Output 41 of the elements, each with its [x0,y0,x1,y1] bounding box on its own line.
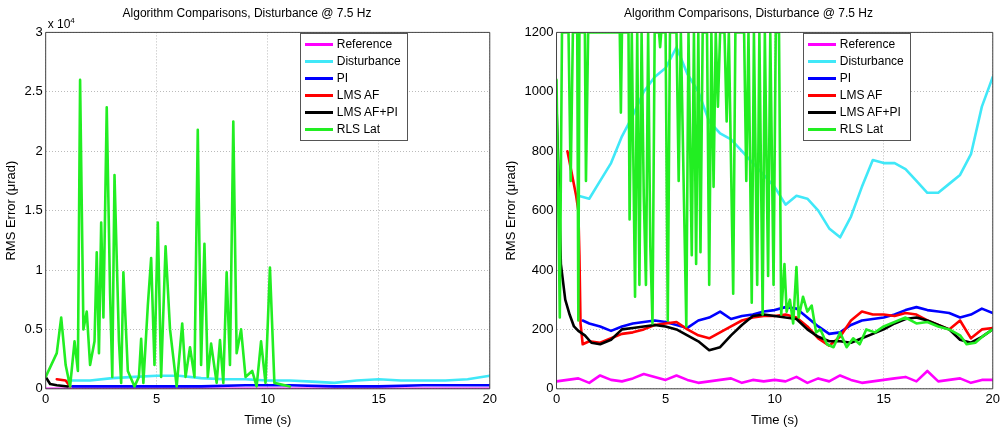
y-tick-label: 1200 [524,23,554,39]
legend-label: Disturbance [336,53,401,71]
legend-label: PI [336,70,349,88]
y-tick-label: 0.5 [24,320,43,336]
legend-label: Reference [839,36,896,54]
x-tick-label: 20 [985,391,1000,407]
y-tick-label: 2 [35,142,43,158]
x-tick-label: 10 [260,391,275,407]
y-tick-label: 2.5 [24,83,43,99]
legend-label: LMS AF [336,87,380,105]
y-axis-title: RMS Error (μrad) [3,160,19,261]
legend-label: LMS AF [839,87,883,105]
y-tick-label: 1.5 [24,202,43,218]
x-axis-title: Time (s) [751,411,799,427]
y-tick-label: 0 [546,380,554,396]
chart-title: Algorithm Comparisons, Disturbance @ 7.5 Hz [122,5,372,20]
legend-label: Disturbance [839,53,904,71]
y-tick-label: 0 [35,380,43,396]
y-tick-label: 1000 [524,83,554,99]
legend-label: RLS Lat [336,121,381,139]
legend-label: RLS Lat [839,121,884,139]
x-tick-label: 15 [876,391,891,407]
x-tick-label: 20 [482,391,497,407]
legend-label: LMS AF+PI [336,104,398,122]
x-tick-label: 5 [153,391,161,407]
x-tick-label: 5 [661,391,670,407]
x-tick-label: 10 [767,391,782,407]
y-axis-title: RMS Error (μrad) [503,160,519,261]
y-tick-label: 3 [35,23,43,39]
legend-label: PI [839,70,852,88]
y-tick-label: 800 [531,142,554,158]
x-axis-title: Time (s) [244,411,292,427]
y-tick-label: 400 [531,261,554,277]
y-tick-label: 600 [531,202,554,218]
x-tick-label: 15 [371,391,386,407]
legend-label: Reference [336,36,393,54]
text: x 10$^{4}$ [47,16,75,32]
legend-label: LMS AF+PI [839,104,901,122]
y-tick-label: 1 [35,261,43,277]
chart-title: Algorithm Comparisons, Disturbance @ 7.5 Hz [624,5,873,20]
y-tick-label: 200 [531,320,554,336]
